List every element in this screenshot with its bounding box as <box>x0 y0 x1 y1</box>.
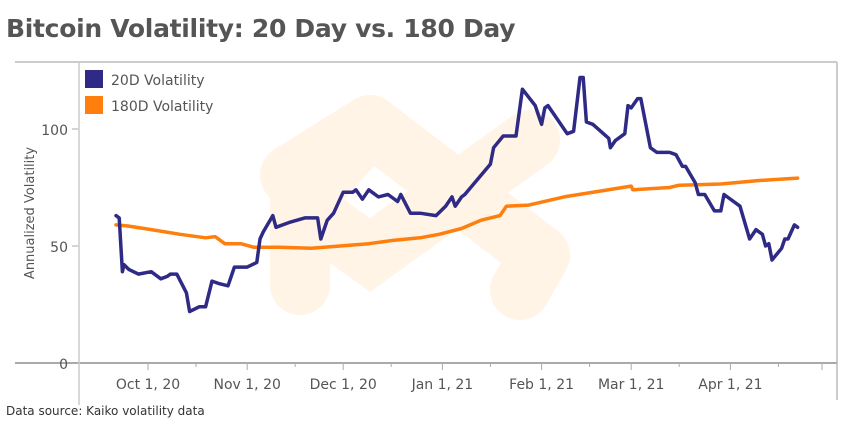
series-line-180d <box>114 176 800 251</box>
x-tick-label: Oct 1, 20 <box>116 377 180 393</box>
y-tick-label: 100 <box>41 123 68 139</box>
y-tick-label: 50 <box>50 240 68 256</box>
x-tick-label: Nov 1, 20 <box>213 377 280 393</box>
x-tick-label: Dec 1, 20 <box>310 377 377 393</box>
x-tick-label: Feb 1, 21 <box>509 377 574 393</box>
x-tick-label: Jan 1, 21 <box>411 377 474 393</box>
x-tick-label: Apr 1, 21 <box>698 377 762 393</box>
y-tick-label: 0 <box>59 357 68 373</box>
y-axis-label: Annualized Volatility <box>23 147 38 279</box>
legend-label: 180D Volatility <box>111 99 213 115</box>
chart-title: Bitcoin Volatility: 20 Day vs. 180 Day <box>6 14 516 43</box>
legend-swatch <box>85 96 103 114</box>
series-line-20d <box>114 75 800 314</box>
kaiko-watermark <box>260 95 570 320</box>
legend-label: 20D Volatility <box>111 73 205 89</box>
x-tick-label: Mar 1, 21 <box>598 377 665 393</box>
legend-swatch <box>85 70 103 88</box>
data-source-note: Data source: Kaiko volatility data <box>6 404 205 418</box>
